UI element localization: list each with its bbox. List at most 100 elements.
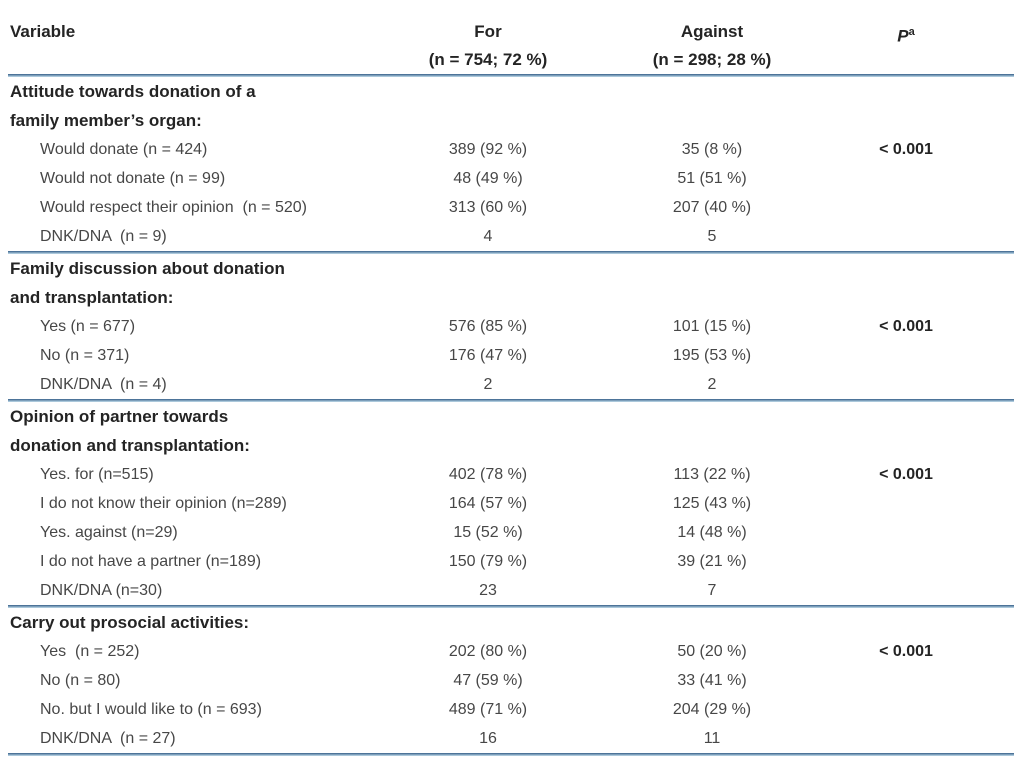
table-body: Attitude towards donation of a family mem… [8,77,1014,756]
section-divider [8,399,1014,402]
for-value: 402 (78 %) [448,466,528,483]
row-label: DNK/DNA (n=30) [40,582,163,599]
table-row: DNK/DNA (n = 27) 16 11 [8,724,1014,753]
column-header-for-n: (n = 754; 72 %) [428,50,548,69]
table-row: Would respect their opinion (n = 520) 31… [8,193,1014,222]
column-header-for: For (n = 754; 72 %) [388,18,588,74]
section-header-line: family member’s organ: [10,111,202,130]
row-label: Yes. against (n=29) [40,524,178,541]
for-value: 576 (85 %) [448,318,528,335]
p-value: < 0.001 [879,643,933,660]
row-label: No. but I would like to (n = 693) [40,701,262,718]
table-section: Family discussion about donation and tran… [8,254,1014,402]
for-value: 48 (49 %) [453,170,523,187]
against-value: 5 [707,228,717,245]
for-value: 47 (59 %) [453,672,523,689]
against-value: 51 (51 %) [677,170,747,187]
section-rows: Would donate (n = 424) 389 (92 %) 35 (8 … [8,135,1014,251]
against-value: 35 (8 %) [681,141,743,158]
against-value: 101 (15 %) [672,318,752,335]
table-row: Yes. against (n=29) 15 (52 %) 14 (48 %) [8,518,1014,547]
for-value: 2 [483,376,493,393]
against-value: 7 [707,582,717,599]
table-row: Yes. for (n=515) 402 (78 %) 113 (22 %) <… [8,460,1014,489]
section-header-line: Carry out prosocial activities: [10,613,250,632]
for-value: 202 (80 %) [448,643,528,660]
table-section: Attitude towards donation of a family mem… [8,77,1014,254]
section-header: Carry out prosocial activities: [8,608,1014,637]
section-rows: Yes (n = 252) 202 (80 %) 50 (20 %) < 0.0… [8,637,1014,753]
column-header-against-n: (n = 298; 28 %) [652,50,772,69]
section-header-line: Family discussion about donation [10,259,285,278]
column-header-p: Pa [836,18,976,51]
row-label: DNK/DNA (n = 27) [40,730,176,747]
for-value: 15 (52 %) [453,524,523,541]
table-row: No. but I would like to (n = 693) 489 (7… [8,695,1014,724]
table-row: I do not know their opinion (n=289) 164 … [8,489,1014,518]
against-value: 113 (22 %) [673,466,751,483]
section-header-line: Opinion of partner towards [10,407,229,426]
against-value: 204 (29 %) [672,701,752,718]
p-value: < 0.001 [879,141,933,158]
table-section: Opinion of partner towards donation and t… [8,402,1014,608]
p-superscript: a [908,26,915,38]
table-row: Would donate (n = 424) 389 (92 %) 35 (8 … [8,135,1014,164]
table-row: I do not have a partner (n=189) 150 (79 … [8,547,1014,576]
row-label: No (n = 371) [40,347,130,364]
against-value: 195 (53 %) [672,347,752,364]
for-value: 313 (60 %) [448,199,528,216]
section-rows: Yes (n = 677) 576 (85 %) 101 (15 %) < 0.… [8,312,1014,399]
row-label: DNK/DNA (n = 4) [40,376,167,393]
column-header-variable: Variable [10,22,76,41]
against-value: 39 (21 %) [677,553,747,570]
table-header-row: Variable For (n = 754; 72 %) Against (n … [8,18,1014,74]
column-header-against-title: Against [680,22,744,41]
column-header-against: Against (n = 298; 28 %) [588,18,836,74]
row-label: I do not have a partner (n=189) [40,553,262,570]
for-value: 176 (47 %) [448,347,528,364]
for-value: 23 [479,582,497,599]
table-row: No (n = 80) 47 (59 %) 33 (41 %) [8,666,1014,695]
section-header-line: Attitude towards donation of a [10,82,256,101]
row-label: I do not know their opinion (n=289) [40,495,287,512]
row-label: No (n = 80) [40,672,121,689]
column-header-for-title: For [474,22,502,41]
against-value: 50 (20 %) [677,643,747,660]
for-value: 389 (92 %) [448,141,528,158]
against-value: 33 (41 %) [677,672,747,689]
table-row: DNK/DNA (n = 9) 4 5 [8,222,1014,251]
section-divider [8,251,1014,254]
section-divider [8,753,1014,756]
against-value: 125 (43 %) [672,495,752,512]
header-divider [8,74,1014,77]
row-label: Would donate (n = 424) [40,141,208,158]
p-value: < 0.001 [879,466,933,483]
section-header: Opinion of partner towards donation and t… [8,402,1014,460]
against-value: 14 (48 %) [677,524,747,541]
table-row: No (n = 371) 176 (47 %) 195 (53 %) [8,341,1014,370]
row-label: Would not donate (n = 99) [40,170,226,187]
row-label: Yes (n = 252) [40,643,140,660]
row-label: Yes. for (n=515) [40,466,154,483]
section-rows: Yes. for (n=515) 402 (78 %) 113 (22 %) <… [8,460,1014,605]
section-header: Family discussion about donation and tran… [8,254,1014,312]
section-header: Attitude towards donation of a family mem… [8,77,1014,135]
section-header-line: donation and transplantation: [10,436,250,455]
table-row: DNK/DNA (n=30) 23 7 [8,576,1014,605]
row-label: Would respect their opinion (n = 520) [40,199,307,216]
against-value: 207 (40 %) [672,199,752,216]
row-label: Yes (n = 677) [40,318,136,335]
row-label: DNK/DNA (n = 9) [40,228,167,245]
against-value: 2 [707,376,717,393]
table-section: Carry out prosocial activities: Yes (n =… [8,608,1014,756]
table-row: Yes (n = 677) 576 (85 %) 101 (15 %) < 0.… [8,312,1014,341]
for-value: 4 [483,228,493,245]
p-symbol: P [897,26,909,46]
p-value: < 0.001 [879,318,933,335]
for-value: 16 [479,730,497,747]
against-value: 11 [703,730,721,747]
section-divider [8,605,1014,608]
for-value: 150 (79 %) [448,553,528,570]
section-header-line: and transplantation: [10,288,174,307]
